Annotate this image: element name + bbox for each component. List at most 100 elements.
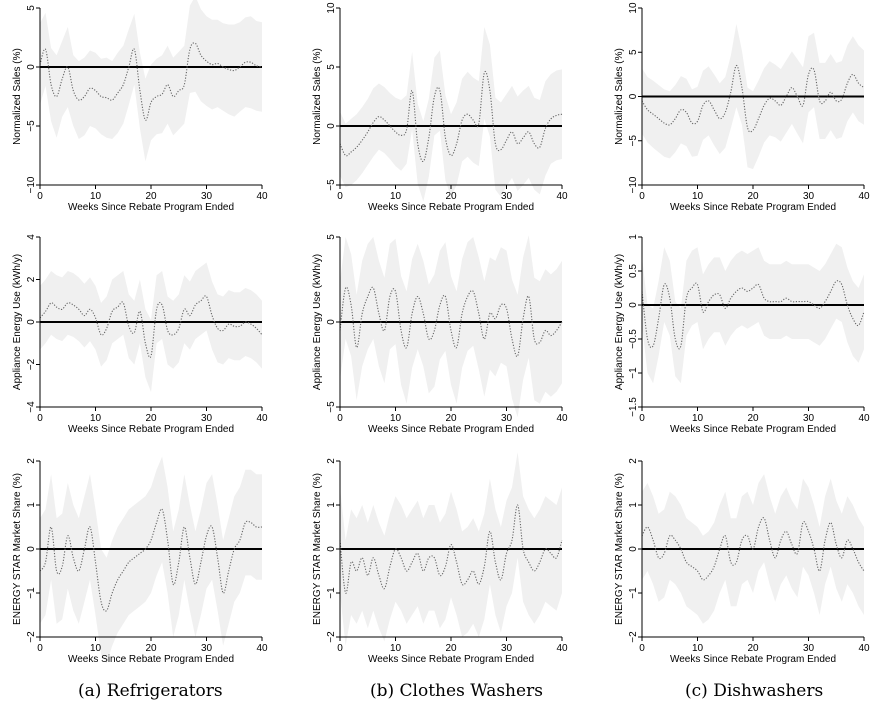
chart-4-y-tick-label: −4 bbox=[26, 401, 37, 413]
chart-4-confidence-band bbox=[40, 262, 262, 393]
chart-6-estimate-line bbox=[641, 280, 865, 350]
chart-4: 0 10 20 30 40 −4 −2 0 2 4 Weeks Since Rebate Progr… bbox=[12, 234, 268, 435]
chart-9-y-tick-label: 0 bbox=[628, 546, 639, 552]
chart-6-y-axis-title: Appliance Energy Use (kWh/y) bbox=[614, 254, 625, 390]
chart-6-y-tick-label: 0.5 bbox=[628, 264, 639, 278]
chart-5-x-tick-label: 20 bbox=[445, 413, 457, 424]
chart-7-x-tick-label: 30 bbox=[201, 643, 213, 654]
caption-dishwashers: (c) Dishwashers bbox=[685, 681, 824, 701]
chart-9-x-tick-label: 40 bbox=[858, 643, 870, 654]
chart-2-confidence-band bbox=[340, 26, 562, 202]
chart-7-y-tick-label: 0 bbox=[26, 546, 37, 552]
chart-8-x-tick-label: 0 bbox=[337, 643, 343, 654]
chart-9-y-axis-title: ENERGY STAR Market Share (%) bbox=[614, 473, 625, 625]
chart-3-y-tick-label: 0 bbox=[628, 93, 639, 99]
chart-1-y-tick-label: −5 bbox=[26, 120, 37, 132]
chart-9-y-tick-label: 2 bbox=[628, 458, 639, 464]
chart-3-y-tick-label: 5 bbox=[628, 49, 639, 55]
chart-9: 0 10 20 30 40 −2 −1 0 1 2 Weeks Since Rebate Progr… bbox=[614, 458, 870, 665]
chart-3-x-axis-title: Weeks Since Rebate Program Ended bbox=[670, 202, 836, 213]
chart-8-y-axis-title: ENERGY STAR Market Share (%) bbox=[312, 473, 323, 625]
chart-4-y-tick-label: 0 bbox=[26, 319, 37, 325]
chart-2-y-axis-title: Normalized Sales (%) bbox=[312, 48, 323, 145]
chart-9-y-tick-label: −2 bbox=[628, 631, 639, 643]
chart-5-x-tick-label: 0 bbox=[337, 413, 343, 424]
chart-1-x-tick-label: 20 bbox=[145, 191, 157, 202]
chart-2-y-tick-label: 5 bbox=[326, 64, 337, 70]
chart-5-x-tick-label: 30 bbox=[501, 413, 513, 424]
chart-3-x-tick-label: 10 bbox=[692, 191, 704, 202]
chart-4-x-tick-label: 20 bbox=[145, 413, 157, 424]
chart-4-x-tick-label: 30 bbox=[201, 413, 213, 424]
chart-3-x-tick-label: 30 bbox=[803, 191, 815, 202]
chart-8-y-tick-label: 1 bbox=[326, 502, 337, 508]
chart-3-y-axis-title: Normalized Sales (%) bbox=[614, 48, 625, 145]
chart-2-x-tick-label: 40 bbox=[556, 191, 568, 202]
chart-6: 0 10 20 30 40 −1.5 −1 −0.5 0 0.5 1 Weeks Since Reba… bbox=[614, 234, 870, 435]
chart-6-y-tick-label: −1 bbox=[628, 367, 639, 379]
chart-8-x-tick-label: 40 bbox=[556, 643, 568, 654]
chart-5-y-tick-label: −5 bbox=[326, 401, 337, 413]
chart-3-x-tick-label: 40 bbox=[858, 191, 870, 202]
chart-7-x-tick-label: 10 bbox=[90, 643, 102, 654]
chart-7: 0 10 20 30 40 −2 −1 0 1 2 Weeks Since Rebate Progr… bbox=[12, 456, 268, 665]
chart-2-x-axis-title: Weeks Since Rebate Program Ended bbox=[368, 202, 534, 213]
chart-4-y-axis-title: Appliance Energy Use (kWh/y) bbox=[12, 254, 23, 390]
chart-9-x-tick-label: 10 bbox=[692, 643, 704, 654]
chart-4-x-tick-label: 0 bbox=[37, 413, 43, 424]
chart-9-x-tick-label: 0 bbox=[639, 643, 645, 654]
chart-4-y-tick-label: 2 bbox=[26, 276, 37, 282]
chart-3-y-tick-label: −5 bbox=[628, 135, 639, 147]
chart-1-y-axis-title: Normalized Sales (%) bbox=[12, 48, 23, 145]
chart-8-y-tick-label: 0 bbox=[326, 546, 337, 552]
chart-6-x-tick-label: 30 bbox=[803, 413, 815, 424]
chart-3-y-tick-label: 10 bbox=[628, 2, 639, 14]
chart-6-x-tick-label: 0 bbox=[639, 413, 645, 424]
chart-7-x-axis-title: Weeks Since Rebate Program Ended bbox=[68, 654, 234, 665]
chart-6-x-tick-label: 40 bbox=[858, 413, 870, 424]
chart-9-x-tick-label: 30 bbox=[803, 643, 815, 654]
chart-1-y-tick-label: −10 bbox=[26, 176, 37, 193]
chart-7-x-tick-label: 40 bbox=[256, 643, 268, 654]
chart-2-estimate-line bbox=[339, 71, 563, 162]
chart-6-confidence-band bbox=[642, 243, 864, 384]
chart-7-y-axis-title: ENERGY STAR Market Share (%) bbox=[12, 473, 23, 625]
chart-9-x-tick-label: 20 bbox=[747, 643, 759, 654]
chart-2-x-tick-label: 30 bbox=[501, 191, 513, 202]
chart-1-x-tick-label: 30 bbox=[201, 191, 213, 202]
chart-1: 0 10 20 30 40 −10 −5 0 5 Weeks Since Rebate Progr… bbox=[12, 0, 268, 213]
chart-1-confidence-band bbox=[40, 0, 262, 162]
chart-3-x-tick-label: 0 bbox=[639, 191, 645, 202]
chart-2-x-tick-label: 20 bbox=[445, 191, 457, 202]
chart-2-y-tick-label: 10 bbox=[326, 2, 337, 14]
chart-6-y-tick-label: −1.5 bbox=[628, 397, 639, 417]
chart-4-x-axis-title: Weeks Since Rebate Program Ended bbox=[68, 424, 234, 435]
chart-1-x-tick-label: 0 bbox=[37, 191, 43, 202]
chart-3-y-tick-label: −10 bbox=[628, 176, 639, 193]
chart-7-x-tick-label: 0 bbox=[37, 643, 43, 654]
chart-9-y-tick-label: 1 bbox=[628, 502, 639, 508]
chart-1-x-tick-label: 10 bbox=[90, 191, 102, 202]
chart-8-y-tick-label: −2 bbox=[326, 631, 337, 643]
chart-6-x-tick-label: 20 bbox=[747, 413, 759, 424]
chart-5-x-tick-label: 10 bbox=[390, 413, 402, 424]
chart-8-x-axis-title: Weeks Since Rebate Program Ended bbox=[368, 654, 534, 665]
chart-6-x-axis-title: Weeks Since Rebate Program Ended bbox=[670, 424, 836, 435]
chart-1-y-tick-label: 0 bbox=[26, 64, 37, 70]
chart-4-y-tick-label: −2 bbox=[26, 358, 37, 370]
chart-5-y-axis-title: Appliance Energy Use (kWh/y) bbox=[312, 254, 323, 390]
caption-clothes-washers: (b) Clothes Washers bbox=[370, 681, 543, 701]
chart-4-x-tick-label: 10 bbox=[90, 413, 102, 424]
chart-8-x-tick-label: 10 bbox=[390, 643, 402, 654]
chart-8-x-tick-label: 20 bbox=[445, 643, 457, 654]
chart-7-y-tick-label: 2 bbox=[26, 458, 37, 464]
caption-refrigerators: (a) Refrigerators bbox=[78, 681, 223, 701]
chart-3-estimate-line bbox=[641, 64, 865, 133]
chart-1-x-tick-label: 40 bbox=[256, 191, 268, 202]
chart-4-estimate-line bbox=[39, 295, 263, 359]
chart-9-y-tick-label: −1 bbox=[628, 587, 639, 599]
chart-7-x-tick-label: 20 bbox=[145, 643, 157, 654]
chart-9-x-axis-title: Weeks Since Rebate Program Ended bbox=[670, 654, 836, 665]
chart-6-y-tick-label: 0 bbox=[628, 302, 639, 308]
